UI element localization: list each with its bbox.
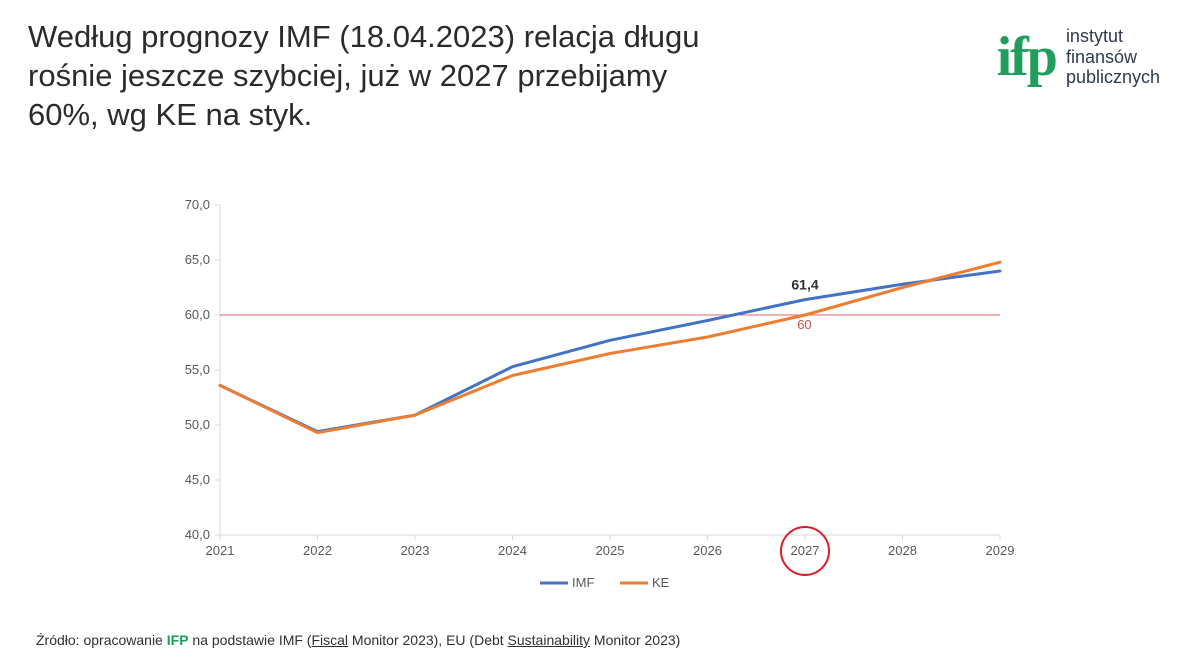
source-after1: Monitor 2023), EU (Debt [348,632,508,648]
source-after2: Monitor 2023) [590,632,680,648]
y-tick-label: 55,0 [185,362,210,377]
source-link2: Sustainability [508,632,591,648]
y-tick-label: 60,0 [185,307,210,322]
x-tick-label: 2027 [791,543,820,558]
y-tick-label: 50,0 [185,417,210,432]
x-tick-label: 2028 [888,543,917,558]
source-link1: Fiscal [311,632,348,648]
source-ifp: IFP [167,632,189,648]
data-label: 61,4 [791,277,818,293]
logo: ifp instytut finansów publicznych [997,26,1160,88]
y-tick-label: 65,0 [185,252,210,267]
logo-line2: finansów [1066,47,1160,68]
x-tick-label: 2029 [986,543,1015,558]
y-tick-label: 40,0 [185,527,210,542]
logo-text: instytut finansów publicznych [1066,26,1160,88]
y-tick-label: 70,0 [185,197,210,212]
logo-mark: ifp [997,32,1056,82]
x-tick-label: 2022 [303,543,332,558]
slide-title: Według prognozy IMF (18.04.2023) relacja… [28,18,728,134]
source-text: Źródło: opracowanie IFP na podstawie IMF… [36,632,680,648]
x-tick-label: 2021 [206,543,235,558]
slide: Według prognozy IMF (18.04.2023) relacja… [0,0,1200,666]
x-tick-label: 2026 [693,543,722,558]
logo-line3: publicznych [1066,67,1160,88]
legend-label: KE [652,575,670,590]
logo-line1: instytut [1066,26,1160,47]
y-tick-label: 45,0 [185,472,210,487]
source-prefix: Źródło: opracowanie [36,632,167,648]
line-chart: 40,0 45,0 50,0 55,0 60,0 65,0 70,0 2021 2022 2023… [160,195,1020,605]
reference-label: 60 [797,317,811,332]
series-imf [220,271,1000,432]
legend-label: IMF [572,575,594,590]
x-tick-label: 2023 [401,543,430,558]
source-mid: na podstawie IMF ( [189,632,312,648]
x-tick-label: 2025 [596,543,625,558]
x-tick-label: 2024 [498,543,527,558]
chart-svg: 40,0 45,0 50,0 55,0 60,0 65,0 70,0 2021 2022 2023… [160,195,1020,605]
